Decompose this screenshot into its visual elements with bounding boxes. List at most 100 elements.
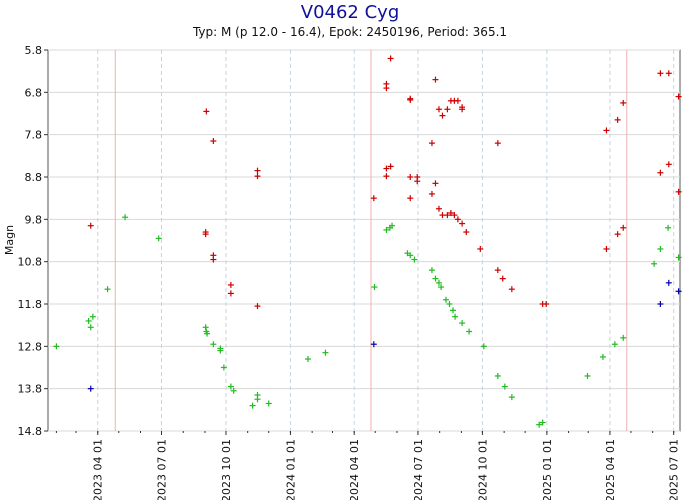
data-point [202,324,209,331]
y-tick-label: 8.8 [25,171,43,184]
data-point [428,267,435,274]
data-point [428,190,435,197]
data-point [584,372,591,379]
data-point [389,222,396,229]
x-tick-label: 2024 01 01 [284,439,297,500]
data-point [89,313,96,320]
data-point [249,402,256,409]
data-point [452,313,459,320]
data-point [227,281,234,288]
data-point [370,195,377,202]
data-point [414,178,421,185]
data-point [304,356,311,363]
plot-area [47,49,681,432]
x-tick-label: 2023 04 01 [92,439,105,500]
data-point [210,256,217,263]
data-point [442,296,449,303]
x-tick-label: 2023 10 01 [220,439,233,500]
y-tick-label: 12.8 [18,340,43,353]
data-point [539,419,546,426]
data-point [202,231,209,238]
data-point [322,349,329,356]
data-point [87,222,94,229]
data-point [210,341,217,348]
data-point [104,286,111,293]
data-point [383,85,390,92]
data-points [53,55,682,428]
data-point [657,169,664,176]
data-point [508,394,515,401]
x-tick-label: 2025 04 01 [604,439,617,500]
data-point [536,421,543,428]
data-point [428,140,435,147]
data-point [407,195,414,202]
data-point [383,173,390,180]
data-point [675,93,682,100]
data-point [463,229,470,236]
data-point [438,284,445,291]
y-tick-label: 10.8 [18,256,43,269]
data-point [494,267,501,274]
x-tick-label: 2024 07 01 [412,439,425,500]
data-point [370,341,377,348]
data-point [122,214,129,221]
data-point [217,347,224,354]
data-point [454,97,461,104]
data-point [204,330,211,337]
data-point [203,108,210,115]
data-point [383,165,390,172]
data-point [675,254,682,261]
data-point [620,334,627,341]
x-tick-label: 2023 07 01 [156,439,169,500]
data-point [603,245,610,252]
data-point [611,341,618,348]
data-point [499,275,506,282]
data-point [435,205,442,212]
minima-lines [114,50,628,431]
data-point [459,320,466,327]
data-point [665,279,672,286]
data-point [508,286,515,293]
data-point [657,245,664,252]
data-point [466,328,473,335]
data-point [444,212,451,219]
data-point [254,167,261,174]
data-point [447,209,454,216]
data-point [407,96,414,103]
data-point [459,220,466,227]
data-point [407,252,414,259]
data-point [227,290,234,297]
data-point [435,279,442,286]
data-point [657,70,664,77]
data-point [439,112,446,119]
data-point [494,140,501,147]
data-point [432,76,439,83]
data-point [432,275,439,282]
data-point [603,127,610,134]
data-point [449,307,456,314]
x-tick-label: 2025 07 01 [668,439,681,500]
data-point [651,260,658,267]
y-tick-label: 13.8 [18,383,43,396]
x-axis-ticks: 2023 04 01 2023 07 01 2023 10 01 2024 01 01… [55,431,681,500]
data-point [254,392,261,399]
data-point [446,301,453,307]
data-point [444,106,451,113]
y-tick-label: 5.8 [25,44,43,57]
data-point [665,224,672,231]
y-axis-label: Magn [3,225,16,255]
data-point [614,116,621,123]
x-tick-label: 2024 10 01 [476,439,489,500]
data-point [454,216,461,223]
data-point [435,106,442,113]
data-point [657,301,664,307]
data-point [599,353,606,360]
data-point [480,343,487,350]
data-point [387,55,394,62]
y-tick-label: 7.8 [25,129,43,142]
data-point [220,364,227,371]
data-point [620,99,627,106]
data-point [459,106,466,113]
data-point [665,70,672,77]
data-point [387,163,394,170]
